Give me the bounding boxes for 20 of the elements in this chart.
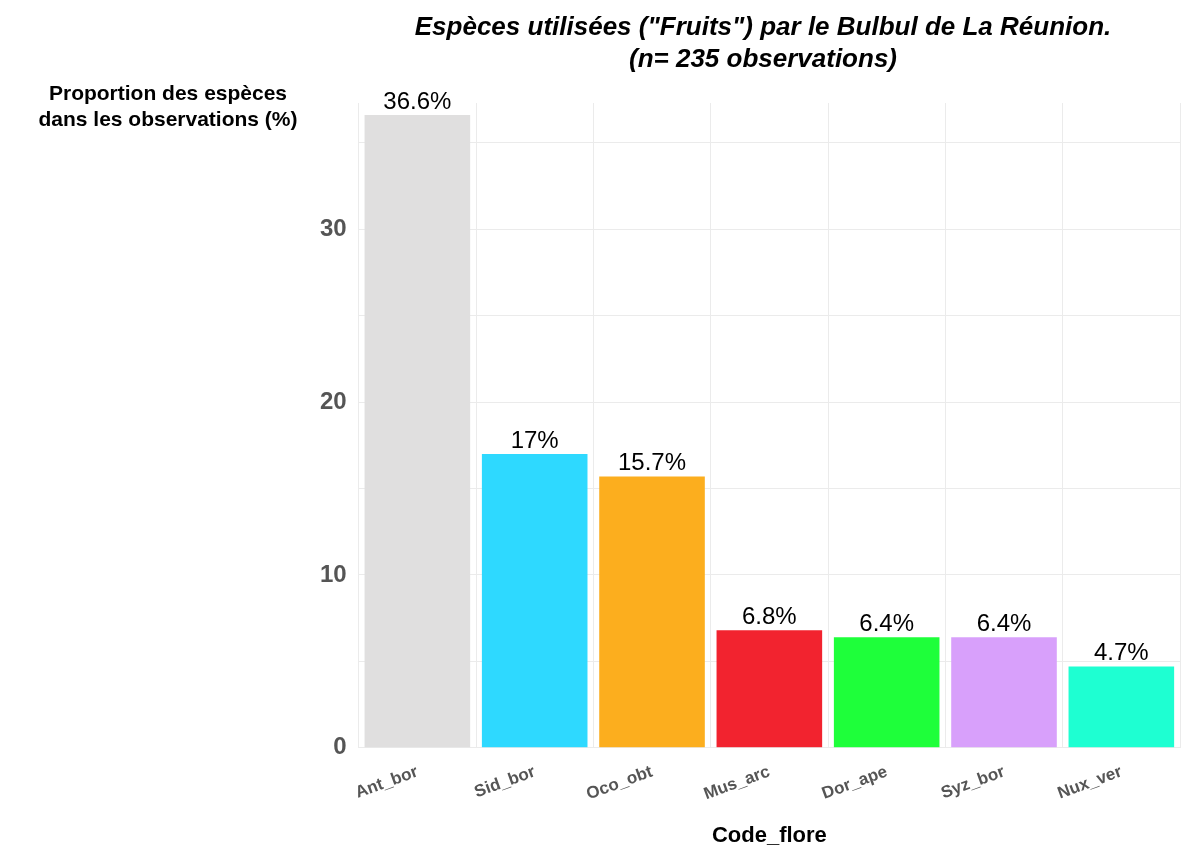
bar <box>716 630 823 748</box>
bar <box>481 453 588 748</box>
data-label: 6.4% <box>859 608 915 636</box>
data-label: 6.8% <box>742 601 797 629</box>
bar <box>951 637 1057 748</box>
y-tick-label: 20 <box>319 386 347 414</box>
data-label: 36.6% <box>383 86 452 114</box>
x-axis-title: Code_flore <box>711 821 827 847</box>
y-tick-label: 30 <box>319 213 347 241</box>
bar <box>599 476 705 748</box>
y-axis-title: Proportion des espèces dans les observations (%) <box>37 80 299 132</box>
bar <box>1068 666 1175 748</box>
data-label: 15.7% <box>617 448 687 476</box>
data-label: 17% <box>510 425 559 453</box>
bar <box>833 637 940 748</box>
data-label: 6.4% <box>976 608 1032 636</box>
y-tick-label: 0 <box>333 732 347 760</box>
chart-title: Espèces utilisées ("Fruits") par le Bulbul de La Réunion. (n= 235 observations) <box>413 10 1113 74</box>
data-label: 4.7% <box>1093 638 1149 666</box>
y-tick-label: 10 <box>319 559 347 587</box>
